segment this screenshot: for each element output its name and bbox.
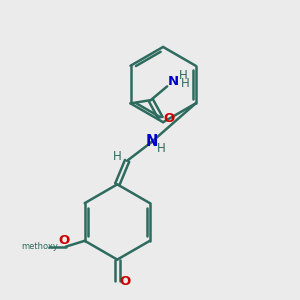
Text: H: H [157, 142, 166, 155]
Text: H: H [113, 150, 122, 164]
Text: N: N [146, 134, 158, 149]
Text: H: H [179, 69, 188, 82]
Text: O: O [58, 234, 70, 247]
Text: O: O [120, 275, 131, 288]
Text: N: N [167, 75, 178, 88]
Text: H: H [181, 77, 190, 90]
Text: O: O [163, 112, 174, 125]
Text: methoxy: methoxy [21, 242, 58, 251]
